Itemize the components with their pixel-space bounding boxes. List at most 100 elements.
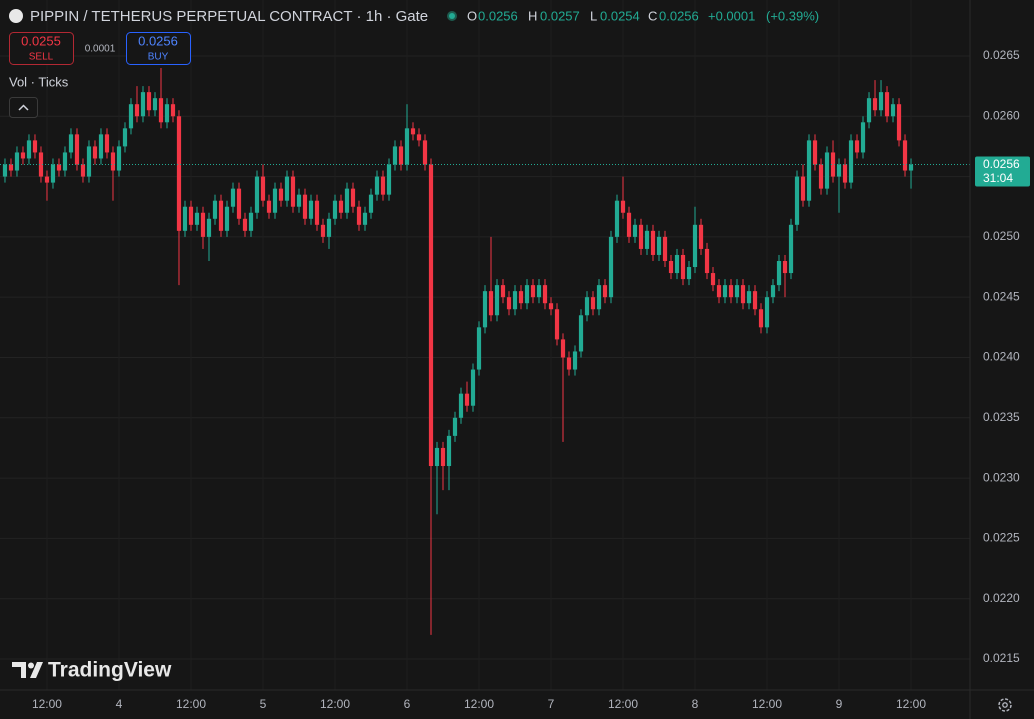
candle-body [284,176,290,201]
candle-body [464,393,470,406]
logo-mark [12,662,26,678]
candle-body [176,116,182,231]
candle-body [404,128,410,165]
candle-body [536,285,542,298]
candle-body [566,357,572,370]
candle-body [392,146,398,165]
candle-body [602,285,608,298]
candle-body [50,164,56,183]
candle-body [578,315,584,352]
x-tick-label: 9 [836,697,843,711]
symbol-title: PIPPIN / TETHERUS PERPETUAL CONTRACT · 1… [30,8,428,25]
candle-body [614,200,620,237]
candle-body [476,327,482,370]
x-tick-label: 12:00 [464,697,494,711]
candle-body [860,122,866,153]
candle-body [86,146,92,177]
last-price-box [975,156,1030,187]
candle-body [434,447,440,467]
candle-body [626,212,632,237]
candle-body [686,267,692,280]
candle-body [350,188,356,207]
y-tick-label: 0.0245 [983,289,1020,303]
candle-body [8,164,14,171]
legend-value: 0.0256 [659,8,699,23]
candle-body [524,285,530,304]
sell-price[interactable]: 0.0255 [21,33,61,48]
candle-body [458,393,464,418]
candle-body [62,152,68,171]
candle-body [368,194,374,213]
candle-body [512,291,518,310]
settings-icon[interactable] [998,698,1012,712]
candle-body [644,230,650,249]
buy-box[interactable] [126,32,191,65]
sell-box[interactable] [9,32,74,65]
legend-label: O [467,8,477,23]
candle-body [884,92,890,117]
gear[interactable] [998,698,1012,712]
buy-button[interactable]: 0.0256 BUY [126,32,191,65]
candle-body [380,176,386,195]
candle-body [734,285,740,298]
spread: 0.0001 [85,44,116,55]
candle-body [164,104,170,123]
candle-body [158,98,164,123]
candle-body [374,176,380,195]
candle-body [440,447,446,467]
candle-body [20,152,26,159]
collapse-button[interactable] [9,97,38,118]
candle-body [506,297,512,310]
buy-price[interactable]: 0.0256 [138,33,178,48]
candle-body [356,206,362,225]
candle-body [128,104,134,129]
candle-body [776,260,782,286]
sell-label[interactable]: SELL [29,52,54,63]
candle-body [488,291,494,316]
candle-body [854,140,860,153]
candle-body [878,92,884,111]
x-tick-label: 12:00 [176,697,206,711]
candle-body [836,164,842,177]
y-tick-label: 0.0235 [983,410,1020,424]
candle-body [248,212,254,231]
candle-body [56,164,62,171]
collapse-box[interactable] [9,97,38,118]
candle-body [848,140,854,183]
candle-body [116,146,122,171]
last-price-label: 0.0256 [983,157,1020,171]
candle-body [344,188,350,213]
candle-body [890,104,896,117]
buy-label[interactable]: BUY [148,52,169,63]
candle-body [446,435,452,467]
candle-body [230,188,236,207]
candle-body [320,224,326,237]
candle-body [416,134,422,141]
candle-body [908,164,914,171]
symbol-icon [9,9,23,23]
candle-body [92,146,98,159]
candle-body [386,164,392,195]
candle-body [494,285,500,316]
legend-value: 0.0254 [600,8,640,23]
logo-mark [30,662,43,678]
candle-body [764,297,770,328]
candle-body [44,176,50,183]
x-tick-label: 12:00 [752,697,782,711]
candle-body [830,152,836,177]
candle-body [674,254,680,274]
candle-body [302,194,308,219]
sell-button[interactable]: 0.0255 SELL [9,32,74,65]
candle-body [362,212,368,225]
gear-center[interactable] [1002,702,1008,708]
candle-body [326,218,332,237]
candle-body [656,236,662,255]
collapse-icon[interactable] [18,104,29,111]
candle-body [212,200,218,219]
candle-body [752,291,758,310]
candle-body [68,134,74,153]
x-tick-label: 7 [548,697,555,711]
candle-body [740,285,746,304]
